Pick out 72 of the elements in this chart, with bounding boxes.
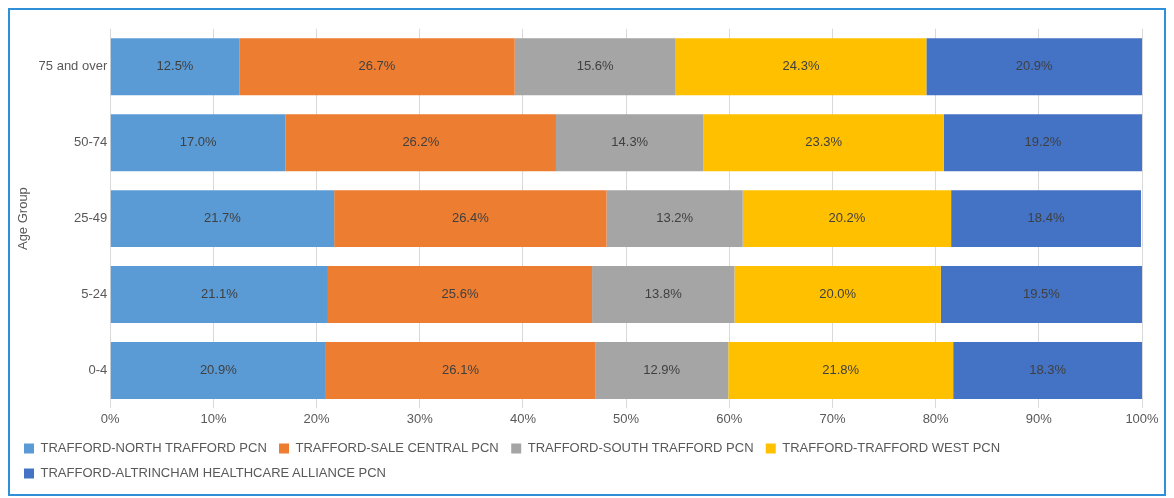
x-tick-label: 70% <box>819 410 846 426</box>
y-tick-label: 50-74 <box>74 134 108 150</box>
legend-label: TRAFFORD-ALTRINCHAM HEALTHCARE ALLIANCE PCN <box>40 465 387 481</box>
data-label: 17.0% <box>179 134 218 150</box>
data-label: 19.5% <box>1022 286 1061 302</box>
x-tick-label: 80% <box>922 410 950 426</box>
x-tick-label: 100% <box>1125 410 1160 426</box>
data-label: 21.8% <box>822 362 860 378</box>
data-label: 20.2% <box>828 210 866 226</box>
bar <box>734 266 941 323</box>
x-tick-label: 30% <box>406 410 434 426</box>
bar <box>742 190 952 248</box>
bar <box>334 190 607 248</box>
data-label: 18.3% <box>1029 362 1067 378</box>
data-label: 20.9% <box>1015 58 1054 74</box>
bar <box>327 266 593 323</box>
data-label: 13.2% <box>656 210 694 226</box>
legend-label: TRAFFORD-SALE CENTRAL PCN <box>295 440 499 456</box>
data-label: 26.1% <box>442 362 480 378</box>
data-label: 25.6% <box>441 286 479 302</box>
bar <box>595 341 729 399</box>
legend-label: TRAFFORD-TRAFFORD WEST PCN <box>782 440 1001 456</box>
data-label: 12.5% <box>156 58 194 74</box>
bar <box>110 114 286 172</box>
data-label: 20.9% <box>199 362 238 378</box>
data-label: 23.3% <box>805 134 843 150</box>
x-tick-label: 0% <box>100 410 121 426</box>
bar <box>951 190 1141 248</box>
x-tick-label: 50% <box>613 410 640 426</box>
bar <box>592 266 735 323</box>
data-label: 26.4% <box>451 210 490 226</box>
bar <box>940 266 1142 323</box>
y-tick-label: 75 and over <box>38 58 108 74</box>
bar <box>703 114 944 172</box>
bar <box>239 38 515 96</box>
y-tick-label: 25-49 <box>74 210 108 226</box>
x-tick-label: 20% <box>303 410 331 426</box>
data-label: 12.9% <box>643 362 681 378</box>
data-label: 14.3% <box>611 134 649 150</box>
data-label: 20.0% <box>819 286 857 302</box>
x-tick-label: 10% <box>200 410 227 426</box>
bar <box>606 190 743 248</box>
data-label: 26.7% <box>358 58 396 74</box>
bar <box>285 114 556 172</box>
bar <box>514 38 676 96</box>
y-tick-label: 5-24 <box>81 286 108 302</box>
bar <box>926 38 1142 96</box>
bar <box>110 38 240 96</box>
data-label: 15.6% <box>576 58 615 74</box>
legend-label: TRAFFORD-SOUTH TRAFFORD PCN <box>527 440 754 456</box>
bar <box>675 38 927 96</box>
bar <box>943 114 1142 172</box>
data-label: 26.2% <box>402 134 440 150</box>
bar <box>728 341 954 399</box>
x-tick-label: 90% <box>1025 410 1053 426</box>
x-tick-label: 40% <box>509 410 537 426</box>
bar <box>555 114 704 172</box>
y-tick-label: 0-4 <box>88 362 108 378</box>
data-label: 21.7% <box>204 210 242 226</box>
legend-label: TRAFFORD-NORTH TRAFFORD PCN <box>40 440 267 456</box>
data-label: 21.1% <box>200 286 239 302</box>
data-label: 19.2% <box>1024 134 1062 150</box>
bar <box>110 266 328 323</box>
x-tick-label: 60% <box>716 410 743 426</box>
data-label: 24.3% <box>782 58 820 74</box>
bar <box>953 341 1142 399</box>
bar <box>110 190 335 248</box>
bar <box>110 341 326 399</box>
data-label: 13.8% <box>644 286 683 302</box>
bar <box>325 341 596 399</box>
data-label: 18.4% <box>1027 210 1065 226</box>
y-axis-title: Age Group <box>15 187 31 251</box>
